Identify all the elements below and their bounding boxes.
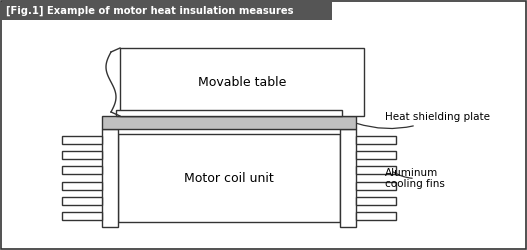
- Bar: [118, 134, 340, 222]
- Text: Motor coil unit: Motor coil unit: [184, 172, 274, 184]
- Bar: [102, 116, 356, 129]
- Bar: [356, 151, 396, 159]
- Bar: [62, 151, 102, 159]
- Bar: [120, 48, 364, 116]
- Text: Aluminum
cooling fins: Aluminum cooling fins: [385, 168, 445, 189]
- Bar: [116, 110, 342, 116]
- Bar: [62, 166, 102, 174]
- Bar: [62, 212, 102, 220]
- Bar: [356, 182, 396, 190]
- Bar: [356, 166, 396, 174]
- Text: Heat shielding plate: Heat shielding plate: [357, 112, 490, 128]
- Bar: [62, 182, 102, 190]
- Text: [Fig.1] Example of motor heat insulation measures: [Fig.1] Example of motor heat insulation…: [6, 6, 294, 16]
- Bar: [2, 2, 332, 20]
- Bar: [102, 129, 118, 227]
- Bar: [62, 197, 102, 205]
- Text: Movable table: Movable table: [198, 76, 286, 88]
- Bar: [62, 136, 102, 144]
- Bar: [356, 197, 396, 205]
- Bar: [356, 136, 396, 144]
- Bar: [356, 212, 396, 220]
- Bar: [340, 129, 356, 227]
